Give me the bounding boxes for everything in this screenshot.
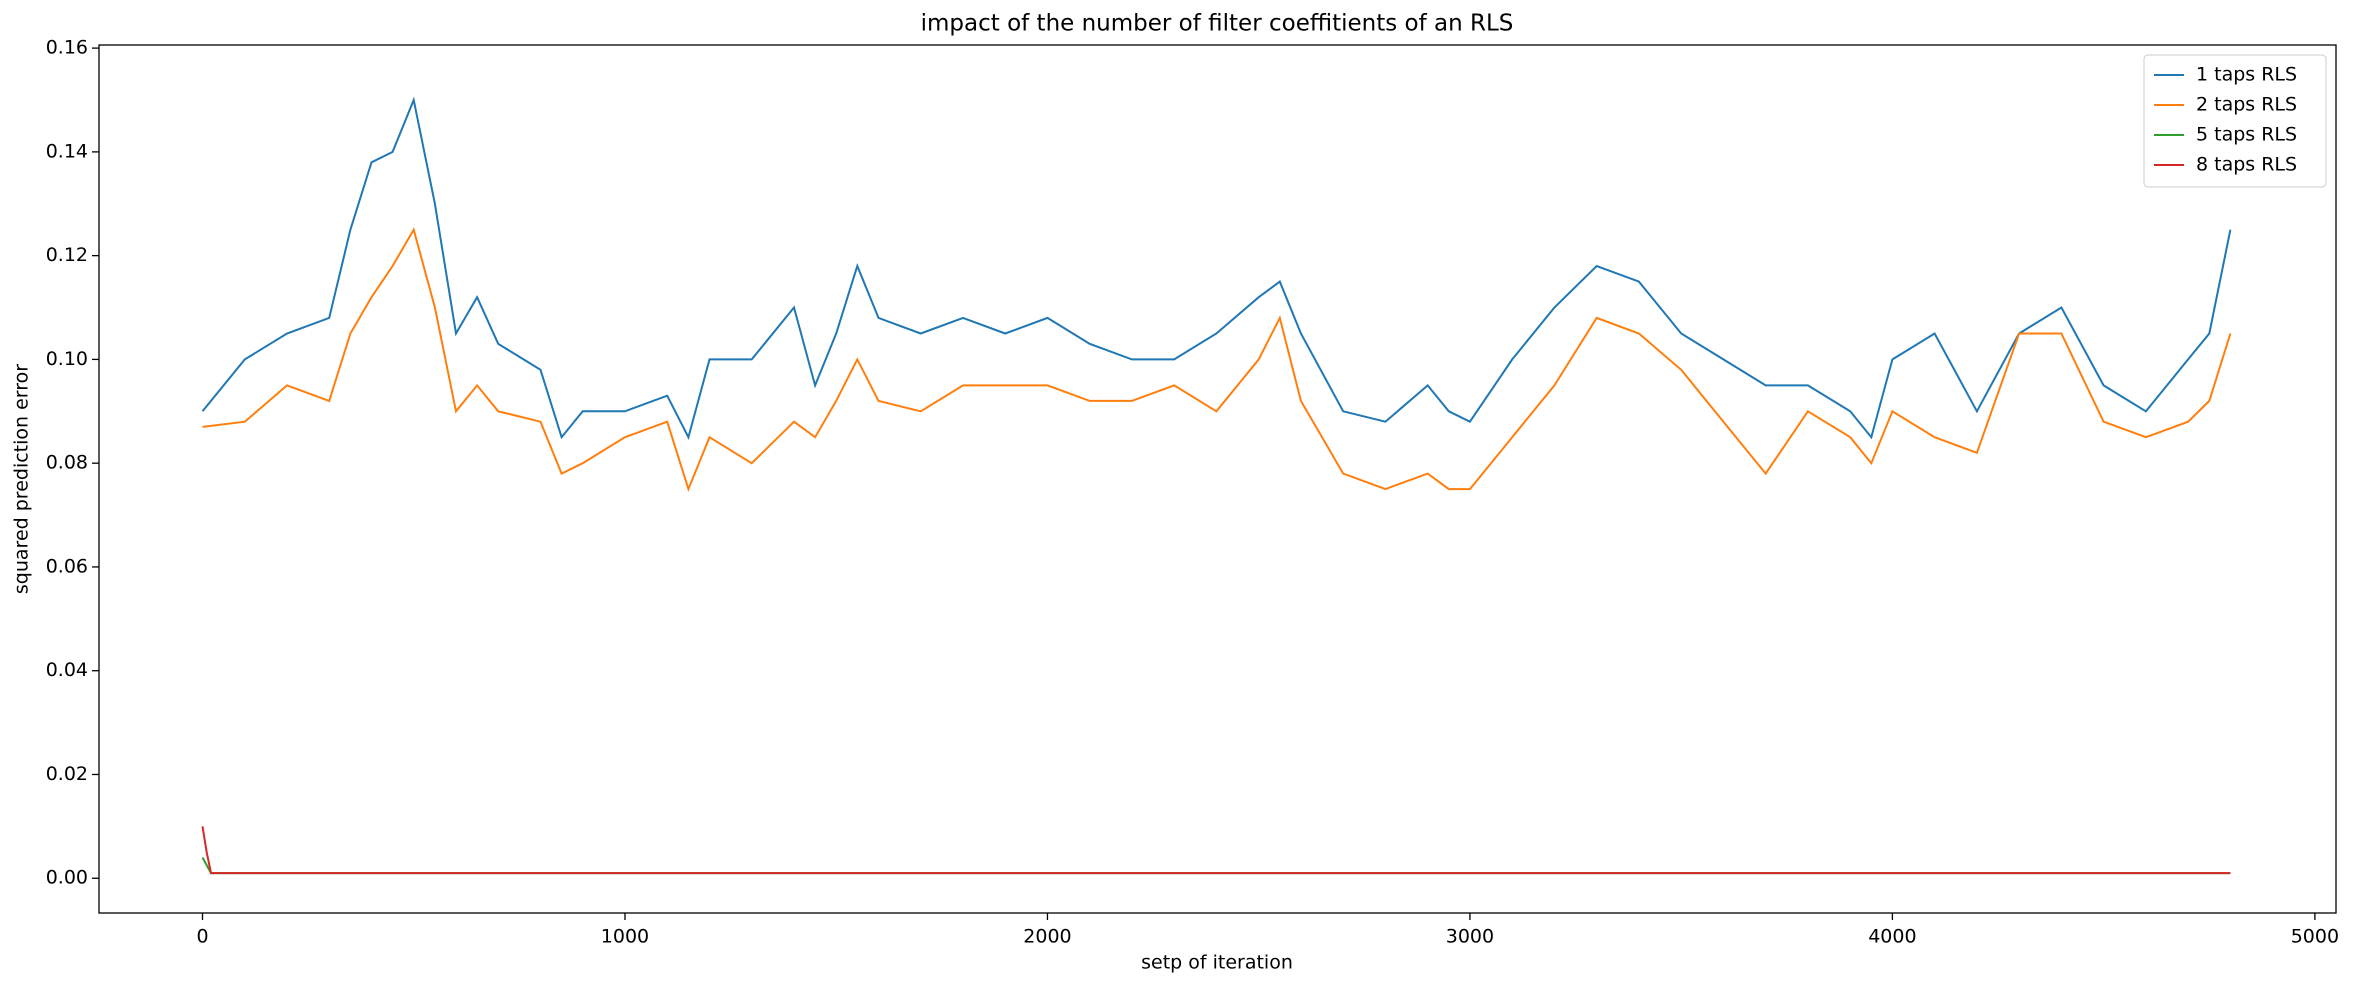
y-tick-label: 0.12 [46, 244, 88, 266]
x-tick-label: 0 [196, 926, 208, 948]
chart-title: impact of the number of filter coeffitie… [921, 11, 1514, 37]
series-line [201, 857, 2231, 875]
series-line [202, 227, 2232, 493]
x-tick-label: 4000 [1868, 926, 1916, 948]
x-tick-label: 5000 [2291, 926, 2339, 948]
x-tick-label: 1000 [601, 926, 649, 948]
legend-label: 1 taps RLS [2196, 64, 2297, 86]
legend-label: 2 taps RLS [2196, 94, 2297, 116]
y-tick-label: 0.08 [46, 452, 88, 474]
x-tick-label: 3000 [1446, 926, 1494, 948]
series-line [201, 826, 2231, 875]
y-tick-label: 0.02 [46, 763, 88, 785]
y-tick-label: 0.16 [46, 37, 88, 59]
legend-label: 8 taps RLS [2196, 154, 2297, 176]
x-axis-label: setp of iteration [1141, 952, 1293, 974]
plot-frame [98, 44, 2337, 914]
legend-box [2143, 54, 2327, 188]
y-tick-label: 0.14 [46, 140, 88, 162]
legend-label: 5 taps RLS [2196, 124, 2297, 146]
y-tick-label: 0.10 [46, 348, 88, 370]
y-tick-label: 0.04 [46, 659, 88, 681]
x-tick-label: 2000 [1023, 926, 1071, 948]
series-line [201, 96, 2232, 440]
y-tick-label: 0.06 [46, 555, 88, 577]
y-tick-label: 0.00 [46, 867, 88, 889]
y-axis-label: squared prediction error [11, 364, 33, 594]
